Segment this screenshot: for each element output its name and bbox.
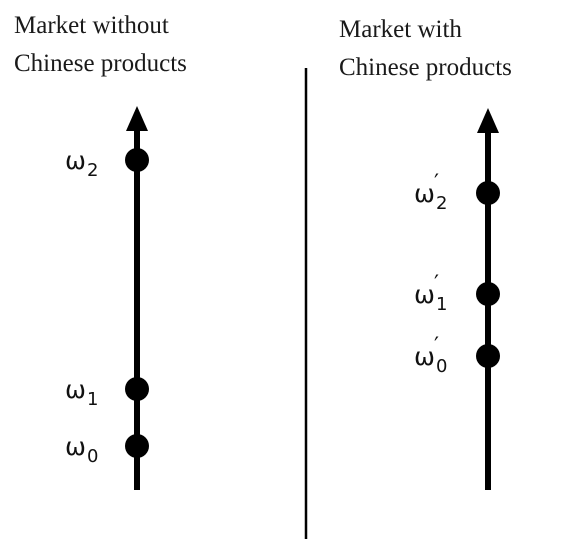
right-label-omega-1-prime-mark: ′ xyxy=(433,272,439,297)
right-title-line-1: Market with xyxy=(339,16,462,43)
right-label-omega-1-prime: ω ′ 1 xyxy=(414,274,448,315)
right-panel-title: Market with Chinese products xyxy=(339,11,512,87)
left-point-omega-2 xyxy=(125,148,149,172)
right-label-omega-2-subscript: 2 xyxy=(435,193,448,214)
left-label-omega-1-symbol: ω xyxy=(65,375,86,404)
right-label-omega-0-subscript: 0 xyxy=(435,356,448,377)
left-point-omega-1 xyxy=(125,377,149,401)
right-title-line-2: Chinese products xyxy=(339,54,512,81)
left-label-omega-1: ω1 xyxy=(65,377,98,409)
right-point-omega-0-prime xyxy=(476,344,500,368)
left-panel-title: Market without Chinese products xyxy=(14,7,187,83)
right-label-omega-0-symbol: ω xyxy=(414,342,435,371)
right-label-omega-1-symbol: ω xyxy=(414,280,435,309)
left-title-line-1: Market without xyxy=(14,12,169,39)
left-label-omega-0-subscript: 0 xyxy=(86,446,99,467)
right-label-omega-2-prime-mark: ′ xyxy=(433,171,439,196)
left-axis-arrowhead xyxy=(126,106,148,131)
left-label-omega-0-symbol: ω xyxy=(65,432,86,461)
left-label-omega-2: ω2 xyxy=(65,148,98,180)
right-label-omega-0-prime: ω ′ 0 xyxy=(414,336,448,377)
right-label-omega-1-subscript: 1 xyxy=(435,294,448,315)
right-label-omega-2-prime: ω ′ 2 xyxy=(414,173,448,214)
right-point-omega-2-prime xyxy=(476,181,500,205)
right-label-omega-2-symbol: ω xyxy=(414,179,435,208)
right-label-omega-0-prime-mark: ′ xyxy=(433,334,439,359)
left-label-omega-2-subscript: 2 xyxy=(86,160,99,181)
left-label-omega-2-symbol: ω xyxy=(65,146,86,175)
right-axis-arrowhead xyxy=(477,108,499,133)
right-point-omega-1-prime xyxy=(476,282,500,306)
left-label-omega-0: ω0 xyxy=(65,434,98,466)
left-point-omega-0 xyxy=(125,434,149,458)
left-title-line-2: Chinese products xyxy=(14,50,187,77)
left-label-omega-1-subscript: 1 xyxy=(86,389,99,410)
